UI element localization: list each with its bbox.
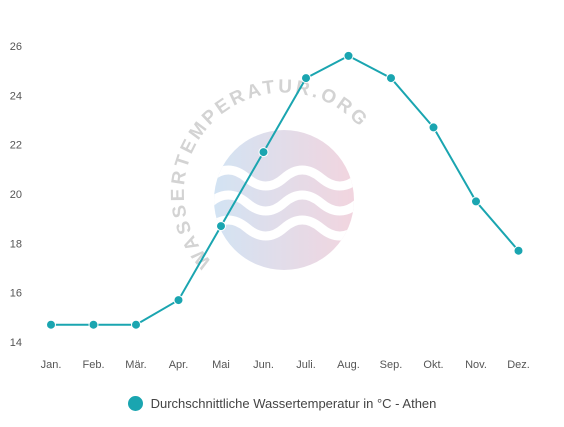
x-tick-label: Dez. [507,359,530,371]
x-tick-label: Mai [212,359,230,371]
data-point[interactable] [301,73,311,84]
x-tick-label: Juli. [296,359,316,371]
legend-marker [127,396,143,411]
watermark-logo: WASSERTEMPERATUR.ORG [168,76,370,272]
y-tick-label: 18 [10,238,22,250]
x-tick-label: Mär. [125,359,146,371]
y-tick-label: 26 [10,41,22,53]
data-point[interactable] [471,196,481,207]
data-point[interactable] [258,147,269,158]
y-tick-label: 20 [10,189,22,201]
y-tick-label: 22 [10,140,22,152]
legend-label: Durchschnittliche Wassertemperatur in °C… [150,396,437,411]
x-tick-label: Jun. [253,359,274,371]
data-point[interactable] [386,73,396,84]
data-point[interactable] [173,295,184,306]
series-layer [46,50,524,330]
x-axis-ticks: Jan. Feb. Mär. Apr. Mai Jun. Juli. Aug. Sep. Okt.… [41,359,530,371]
data-point[interactable] [88,319,99,330]
x-tick-label: Aug. [337,359,360,371]
y-tick-label: 16 [10,288,22,300]
data-point[interactable] [513,245,524,256]
x-tick-label: Apr. [169,359,189,371]
series-line [51,54,520,326]
y-axis-ticks: 14 16 18 20 22 24 26 [10,41,22,349]
legend: Durchschnittliche Wassertemperatur in °C… [0,396,564,411]
line-chart: WASSERTEMPERATUR.ORG 14 16 18 20 22 24 26 Jan.… [10,41,530,371]
y-tick-label: 14 [10,337,22,349]
data-point[interactable] [131,319,141,330]
x-tick-label: Okt. [423,359,443,371]
data-point[interactable] [343,50,354,61]
data-point[interactable] [216,221,226,232]
y-tick-label: 24 [10,90,22,102]
x-tick-label: Sep. [380,359,403,371]
data-point[interactable] [428,122,439,133]
data-point[interactable] [46,319,56,330]
x-tick-label: Nov. [465,359,487,371]
x-tick-label: Feb. [82,359,104,371]
x-tick-label: Jan. [41,359,62,371]
